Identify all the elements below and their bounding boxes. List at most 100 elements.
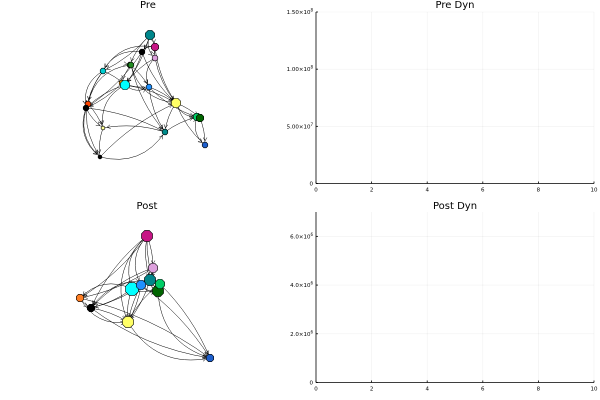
pre-network-node: [171, 98, 181, 108]
pre-dyn-grid: [315, 11, 595, 184]
pre-dyn-x-ticks: 0 2 4 6 8 10: [314, 181, 598, 194]
pre-network-edge-arrow: [148, 51, 153, 56]
pre-network-node: [196, 114, 204, 122]
pre-dyn-y-tick-label: 0: [310, 182, 314, 188]
post-dyn-y-tick-label: 2.0×106: [290, 329, 313, 338]
post-dyn-y-tick-label: 6.0×106: [290, 232, 313, 241]
pre-network-edge: [99, 127, 104, 158]
pre-network-edge: [124, 34, 151, 86]
pre-dyn-x-tick-label: 0: [314, 188, 318, 194]
post-network-edge: [79, 267, 154, 299]
pre-network-edge: [102, 45, 156, 72]
post-dyn-grid: [315, 212, 595, 383]
post-dyn-y-tick-mantissa: 4.0×10: [290, 283, 311, 289]
pre-network-edge: [99, 102, 177, 158]
post-dyn-x-ticks: 0 2 4 6 8 10: [314, 380, 598, 393]
post-dyn-y-tick-exponent: 6: [310, 281, 313, 286]
pre-dyn-y-tick-mantissa: 5.00×10: [287, 124, 311, 130]
pre-network-edge: [87, 103, 104, 129]
pre-network-node: [138, 48, 146, 56]
post-network-edge-arrow: [82, 291, 87, 296]
pre-network-edge-arrow: [87, 96, 92, 101]
pre-dyn-y-tick-label: 1.00×108: [287, 65, 314, 74]
pre-network-node: [100, 125, 106, 131]
pre-dyn-title: Pre Dyn: [435, 0, 474, 11]
post-network-edge: [90, 235, 148, 309]
post-network-edge: [140, 284, 211, 359]
pre-network-node: [99, 67, 107, 75]
post-dyn-x-tick-label: 8: [537, 387, 541, 393]
post-network-edge: [79, 297, 211, 359]
pre-network-edge-arrow: [121, 75, 126, 80]
pre-network-edge-arrow: [143, 79, 148, 84]
post-network-title: Post: [137, 201, 158, 212]
post-dyn-y-tick-mantissa: 0: [310, 381, 314, 387]
pre-dyn-y-tick-label: 1.50×108: [287, 8, 314, 17]
pre-dyn-x-tick-label: 10: [591, 188, 598, 194]
pre-network-edge: [87, 70, 104, 105]
pre-network-panel: Pre: [82, 0, 209, 160]
pre-dyn-x-tick-label: 4: [425, 188, 429, 194]
post-network-node: [122, 316, 134, 328]
pre-network-title: Pre: [140, 0, 156, 11]
pre-network-edge: [85, 51, 143, 109]
pre-dyn-x-tick-label: 6: [481, 188, 485, 194]
post-network-edge: [90, 307, 211, 359]
post-dyn-y-tick-mantissa: 2.0×10: [290, 332, 311, 338]
post-network-nodes: [76, 230, 214, 363]
pre-dyn-y-tick-exponent: 7: [310, 122, 313, 127]
pre-dyn-x-tick-label: 2: [370, 188, 374, 194]
pre-network-edge: [102, 84, 126, 129]
pre-network-node: [127, 61, 135, 69]
pre-network-edge-arrow: [144, 79, 149, 84]
post-network-node: [87, 303, 95, 313]
pre-network-node: [97, 154, 103, 160]
post-dyn-title: Post Dyn: [433, 201, 477, 212]
post-dyn-x-tick-label: 10: [591, 387, 598, 393]
pre-network-edge-arrow: [98, 120, 103, 125]
pre-network-edge-arrow: [163, 124, 168, 129]
pre-dyn-y-tick-label: 5.00×107: [287, 122, 314, 131]
pre-network-edge-arrow: [106, 124, 111, 129]
pre-network-edge: [130, 64, 177, 104]
post-dyn-x-tick-label: 4: [425, 387, 429, 393]
pre-dyn-y-tick-exponent: 8: [310, 65, 313, 70]
post-network-edges: [79, 235, 211, 362]
post-dyn-y-tick-label: 0: [310, 381, 314, 387]
pre-network-edge: [86, 70, 104, 158]
pre-network-edge-arrow: [95, 121, 101, 126]
pre-network-edge-arrow: [151, 50, 156, 55]
pre-network-edge: [87, 64, 131, 105]
post-network-node: [136, 280, 146, 290]
pre-dyn-y-tick-mantissa: 1.00×10: [287, 67, 311, 73]
pre-network-edges: [82, 34, 208, 160]
post-dyn-x-tick-label: 6: [481, 387, 485, 393]
pre-network-edge-arrow: [130, 57, 135, 62]
pre-network-node: [151, 42, 159, 52]
pre-network-edge-arrow: [202, 137, 208, 142]
pre-network-node: [82, 104, 90, 112]
pre-network-node: [161, 128, 169, 136]
pre-network-edge: [164, 116, 198, 133]
pre-network-node: [145, 30, 155, 40]
pre-network-edge: [82, 107, 101, 158]
pre-network-edge: [102, 34, 151, 72]
post-network-edge: [90, 267, 154, 309]
pre-network-edge-arrow: [157, 126, 162, 131]
pre-network-edge-arrow: [99, 120, 105, 125]
post-dyn-y-tick-mantissa: 6.0×10: [290, 234, 311, 240]
pre-network-edge-arrow: [159, 134, 164, 140]
post-network-edge: [157, 290, 211, 359]
post-network-edge-arrow: [202, 357, 207, 362]
pre-dyn-chart: Pre Dyn 0 2 4 6 8 10 05.00×1071.00×1081.50×10…: [287, 0, 598, 194]
pre-dyn-y-tick-mantissa: 1.50×10: [287, 10, 311, 16]
pre-network-edge: [141, 51, 177, 104]
pre-dyn-y-tick-exponent: 8: [310, 8, 313, 13]
pre-dyn-x-tick-label: 8: [537, 188, 541, 194]
pre-network-edge-arrow: [141, 88, 146, 93]
pre-network-edge: [85, 107, 166, 133]
post-dyn-y-tick-exponent: 6: [310, 329, 313, 334]
